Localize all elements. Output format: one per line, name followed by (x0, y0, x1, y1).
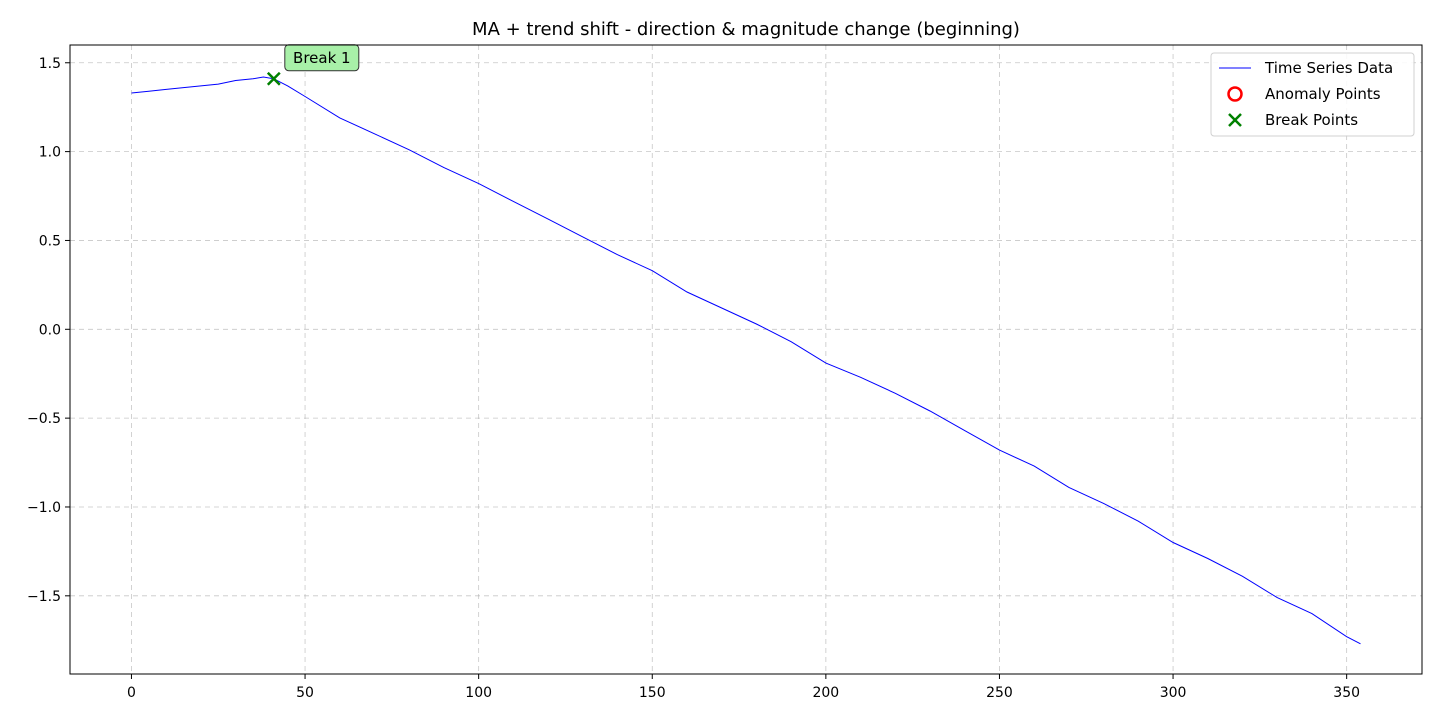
y-tick-label: 1.0 (39, 145, 61, 161)
y-tick-label: −0.5 (27, 411, 61, 427)
legend-label: Anomaly Points (1265, 85, 1381, 103)
y-tick-label: −1.5 (27, 589, 61, 605)
legend-x-swatch (1228, 113, 1242, 127)
series-layer (131, 76, 1361, 645)
y-tick-label: −1.0 (27, 500, 61, 516)
x-tick-label: 50 (296, 685, 314, 701)
x-tick-label: 0 (127, 685, 136, 701)
x-axis: 0 50 100 150 200 250 300 350 (127, 674, 1360, 701)
x-tick-label: 150 (639, 685, 666, 701)
x-tick-label: 250 (986, 685, 1013, 701)
y-tick-label: 0.0 (39, 322, 61, 338)
legend-box (1210, 52, 1415, 137)
x-tick-label: 100 (465, 685, 492, 701)
x-tick-label: 300 (1160, 685, 1187, 701)
markers-layer: Break 1 (266, 44, 360, 86)
grid (70, 45, 1422, 674)
break-label: Break 1 (293, 49, 351, 67)
plot-frame (69, 44, 1423, 675)
legend-circle-swatch (1227, 86, 1243, 102)
y-axis: 1.5 1.0 0.5 0.0 −0.5 −1.0 −1.5 (27, 56, 70, 605)
y-tick-label: 0.5 (39, 233, 61, 249)
chart-title: MA + trend shift - direction & magnitude… (472, 19, 1020, 40)
y-tick-label: 1.5 (39, 56, 61, 72)
legend: Time Series Data Anomaly Points Break Poin… (1210, 52, 1415, 137)
break-point (266, 71, 281, 86)
x-tick-label: 200 (812, 685, 839, 701)
legend-label: Time Series Data (1264, 59, 1393, 77)
x-tick-label: 350 (1333, 685, 1360, 701)
legend-label: Break Points (1265, 111, 1358, 129)
series-line (131, 76, 1361, 645)
